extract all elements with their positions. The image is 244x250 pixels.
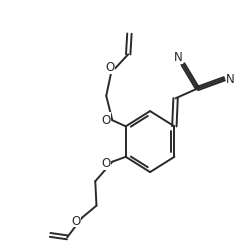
Text: O: O <box>102 113 111 126</box>
Text: N: N <box>226 73 235 86</box>
Text: N: N <box>174 51 183 64</box>
Text: O: O <box>105 61 114 74</box>
Text: O: O <box>102 157 111 170</box>
Text: O: O <box>71 214 80 227</box>
